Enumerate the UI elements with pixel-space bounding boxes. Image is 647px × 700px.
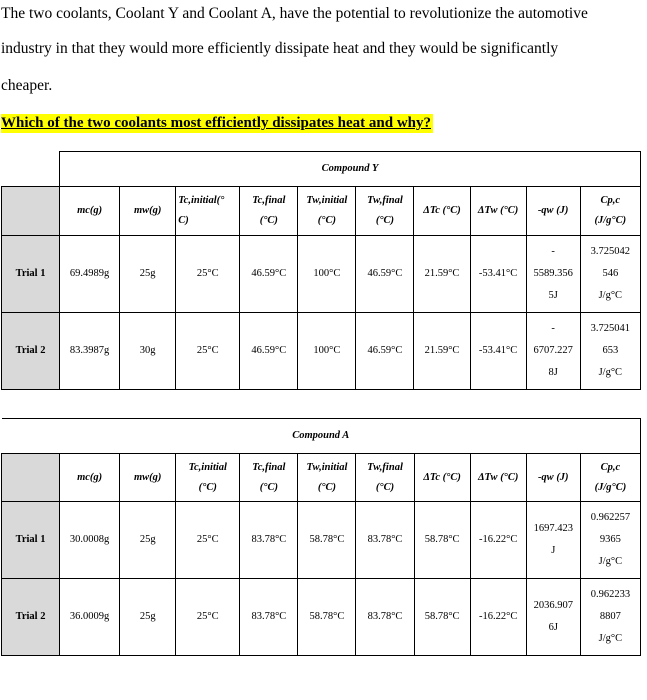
delta-tw-header: ΔTw (°C) [469,453,527,502]
tc-initial-header: Tc,initial(°C) [175,186,241,236]
tw-initial-cell: 100°C [297,235,357,313]
intro-line-3: cheaper. [1,77,53,94]
delta-tw-cell: -53.41°C [469,312,527,390]
tw-final-cell: 46.59°C [355,235,415,313]
tc-final-cell: 83.78°C [239,578,299,656]
tc-final-cell: 83.78°C [239,501,299,579]
tw-final-header: Tw,final (°C) [355,186,415,236]
tc-initial-cell: 25°C [175,501,241,579]
mw-cell: 25g [119,501,177,579]
tc-initial-header: Tc,initial(°C) [175,453,241,502]
mc-cell: 69.4989g [59,235,121,313]
table-row: Trial 1 69.4989g 25g 25°C 46.59°C 100°C … [0,235,642,313]
tc-final-header: Tc,final (°C) [239,186,299,236]
qw-cell: 2036.907 6J [525,578,581,656]
gray-header-cell [0,186,61,236]
qw-cell: -5589.356 5J [525,235,581,313]
qw-header: -qw (J) [525,453,581,502]
delta-tc-header: ΔTc (°C) [413,453,471,502]
mc-header: mc(g) [59,186,121,236]
mw-header: mw(g) [119,186,177,236]
tw-initial-cell: 58.78°C [297,501,357,579]
cp-header: Cp,c (J/g°C) [579,186,642,236]
delta-tc-cell: 21.59°C [413,312,471,390]
delta-tw-cell: -16.22°C [469,501,527,579]
question-highlight: Which of the two coolants most efficient… [1,114,433,133]
tc-initial-cell: 25°C [175,235,241,313]
qw-cell: 1697.423 J [525,501,581,579]
tw-final-cell: 83.78°C [355,578,415,656]
tw-final-header: Tw,final (°C) [355,453,415,502]
tw-initial-header: Tw,initial (°C) [297,186,357,236]
mw-header: mw(g) [119,453,177,502]
table-title: Compound Y [59,151,641,187]
mw-cell: 30g [119,312,177,390]
cp-cell: 0.962233 8807 J/g°C [579,578,642,656]
tw-final-cell: 46.59°C [355,312,415,390]
row-label: Trial 2 [0,578,61,656]
delta-tw-cell: -16.22°C [469,578,527,656]
table-row: Trial 2 83.3987g 30g 25°C 46.59°C 100°C … [0,312,642,390]
gray-header-cell [0,453,61,502]
mc-cell: 36.0009g [59,578,121,656]
delta-tw-header: ΔTw (°C) [469,186,527,236]
intro-line-1: The two coolants, Coolant Y and Coolant … [1,5,588,22]
table-row: Trial 2 36.0009g 25g 25°C 83.78°C 58.78°… [0,578,642,656]
table-row: Trial 1 30.0008g 25g 25°C 83.78°C 58.78°… [0,501,642,579]
cp-cell: 0.962257 9365 J/g°C [579,501,642,579]
tw-initial-cell: 58.78°C [297,578,357,656]
tw-final-cell: 83.78°C [355,501,415,579]
tw-initial-cell: 100°C [297,312,357,390]
delta-tc-header: ΔTc (°C) [413,186,471,236]
delta-tc-cell: 58.78°C [413,578,471,656]
cp-cell: 3.725041 653 J/g°C [579,312,642,390]
cp-header: Cp,c (J/g°C) [579,453,642,502]
tw-initial-header: Tw,initial (°C) [297,453,357,502]
mc-header: mc(g) [59,453,121,502]
tc-final-cell: 46.59°C [239,312,299,390]
delta-tw-cell: -53.41°C [469,235,527,313]
table-title: Compound A [1,418,641,454]
mw-cell: 25g [119,578,177,656]
compound-y-table: Compound Y mc(g) mw(g) Tc,initial(° C) Tc… [0,151,642,390]
cp-cell: 3.725042 546 J/g°C [579,235,642,313]
row-label: Trial 1 [0,235,61,313]
delta-tc-cell: 21.59°C [413,235,471,313]
mc-cell: 83.3987g [59,312,121,390]
row-label: Trial 1 [0,501,61,579]
delta-tc-cell: 58.78°C [413,501,471,579]
mw-cell: 25g [119,235,177,313]
row-label: Trial 2 [0,312,61,390]
compound-a-table: Compound A mc(g) mw(g) Tc,initial (°C) Tc… [0,418,642,656]
table-corner [1,151,61,187]
qw-cell: -6707.227 8J [525,312,581,390]
mc-cell: 30.0008g [59,501,121,579]
tc-initial-cell: 25°C [175,312,241,390]
intro-line-2: industry in that they would more efficie… [1,40,559,57]
qw-header: -qw (J) [525,186,581,236]
tc-final-header: Tc,final (°C) [239,453,299,502]
tc-final-cell: 46.59°C [239,235,299,313]
tc-initial-cell: 25°C [175,578,241,656]
